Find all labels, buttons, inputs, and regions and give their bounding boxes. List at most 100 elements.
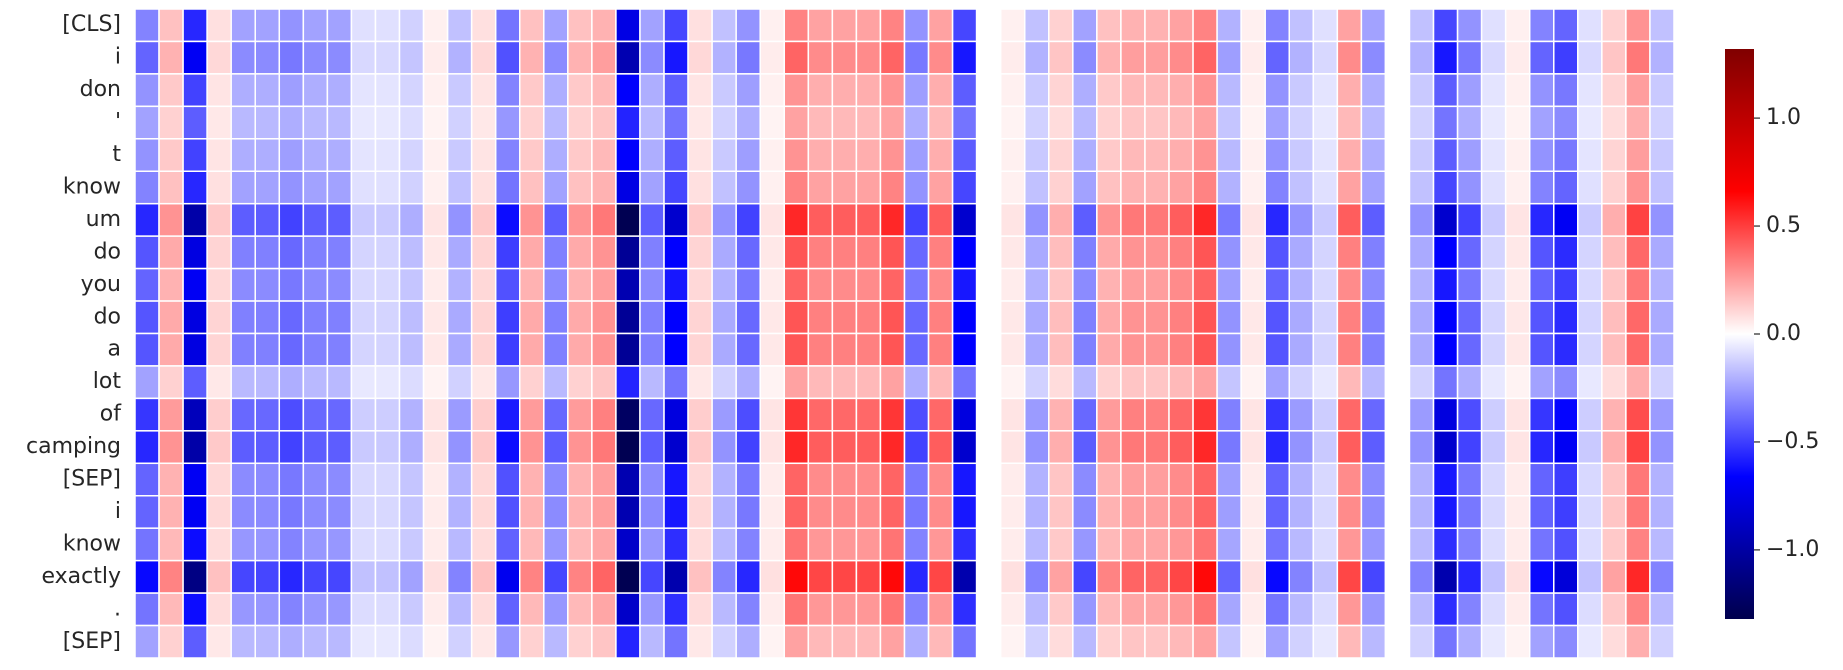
cell — [1577, 170, 1603, 205]
cell — [1048, 138, 1074, 173]
cell — [206, 332, 232, 367]
cell — [1408, 235, 1435, 270]
cell — [663, 8, 689, 43]
cell — [1120, 592, 1146, 627]
cell — [1432, 105, 1459, 140]
cell — [687, 202, 713, 237]
cell — [1023, 592, 1050, 627]
cell — [494, 365, 521, 400]
cell — [1192, 365, 1218, 400]
cell — [831, 365, 858, 400]
cell — [1168, 138, 1194, 173]
cell — [1504, 559, 1531, 594]
cell — [759, 202, 786, 237]
cell — [230, 495, 256, 529]
cell — [1649, 430, 1675, 465]
cell — [1168, 40, 1194, 75]
cell — [1240, 559, 1266, 594]
cell — [1264, 138, 1290, 173]
cell — [398, 592, 425, 627]
cell — [1625, 332, 1651, 367]
cell — [158, 495, 184, 529]
cell — [1216, 73, 1242, 108]
cell — [1456, 267, 1483, 302]
cell — [1120, 8, 1146, 43]
cell — [1432, 624, 1459, 659]
cell — [1264, 40, 1290, 75]
cell — [591, 624, 617, 659]
cell — [1528, 267, 1555, 302]
cell — [374, 8, 401, 43]
cell — [879, 267, 906, 302]
cell — [1408, 300, 1435, 335]
cell — [1264, 624, 1290, 659]
cell — [1312, 170, 1339, 205]
cell — [1601, 430, 1627, 465]
cell — [1528, 559, 1555, 594]
cell — [230, 40, 256, 75]
cell — [855, 462, 882, 497]
cell — [1312, 8, 1339, 43]
cell — [663, 624, 689, 659]
cell — [1432, 430, 1459, 465]
row-label: do — [94, 239, 121, 264]
cell — [1553, 300, 1579, 335]
cell — [470, 235, 497, 270]
cell — [1288, 40, 1315, 75]
cell — [1240, 365, 1266, 400]
cell — [1312, 365, 1339, 400]
cell — [206, 397, 232, 432]
cell — [1601, 365, 1627, 400]
cell — [1649, 40, 1675, 75]
cell — [254, 365, 281, 400]
cell — [1240, 527, 1266, 562]
cell — [663, 430, 689, 465]
row-label: know — [63, 531, 121, 556]
cell — [1553, 8, 1579, 43]
cell — [783, 235, 810, 270]
cell — [999, 495, 1026, 529]
cell — [1192, 462, 1218, 497]
cell — [1384, 73, 1411, 108]
cell — [1432, 73, 1459, 108]
cell — [567, 235, 593, 270]
cell — [519, 73, 545, 108]
cell — [1264, 105, 1290, 140]
cell — [567, 300, 593, 335]
cell — [1240, 495, 1266, 529]
cell — [591, 527, 617, 562]
cell — [639, 462, 665, 497]
cell — [1528, 73, 1555, 108]
cell — [1264, 332, 1290, 367]
cell — [446, 527, 473, 562]
cell — [927, 462, 954, 497]
cell — [831, 495, 858, 529]
cell — [1336, 73, 1363, 108]
cell — [1408, 332, 1435, 367]
cell — [1360, 365, 1387, 400]
cell — [855, 300, 882, 335]
cell — [591, 462, 617, 497]
cell — [1408, 462, 1435, 497]
cell — [687, 235, 713, 270]
cell — [999, 332, 1026, 367]
cell — [1144, 138, 1170, 173]
cell — [254, 105, 281, 140]
cell — [663, 559, 689, 594]
cell — [1096, 624, 1122, 659]
cell — [278, 397, 305, 432]
cell — [1504, 624, 1531, 659]
cell — [1456, 170, 1483, 205]
cell — [1096, 235, 1122, 270]
cell — [903, 624, 930, 659]
cell — [494, 170, 521, 205]
cell — [1649, 138, 1675, 173]
cell — [1360, 170, 1387, 205]
cell — [1192, 559, 1218, 594]
cell — [326, 592, 353, 627]
cell — [831, 105, 858, 140]
cell — [711, 527, 737, 562]
cell — [1384, 527, 1411, 562]
cell — [278, 527, 305, 562]
cell — [470, 592, 497, 627]
